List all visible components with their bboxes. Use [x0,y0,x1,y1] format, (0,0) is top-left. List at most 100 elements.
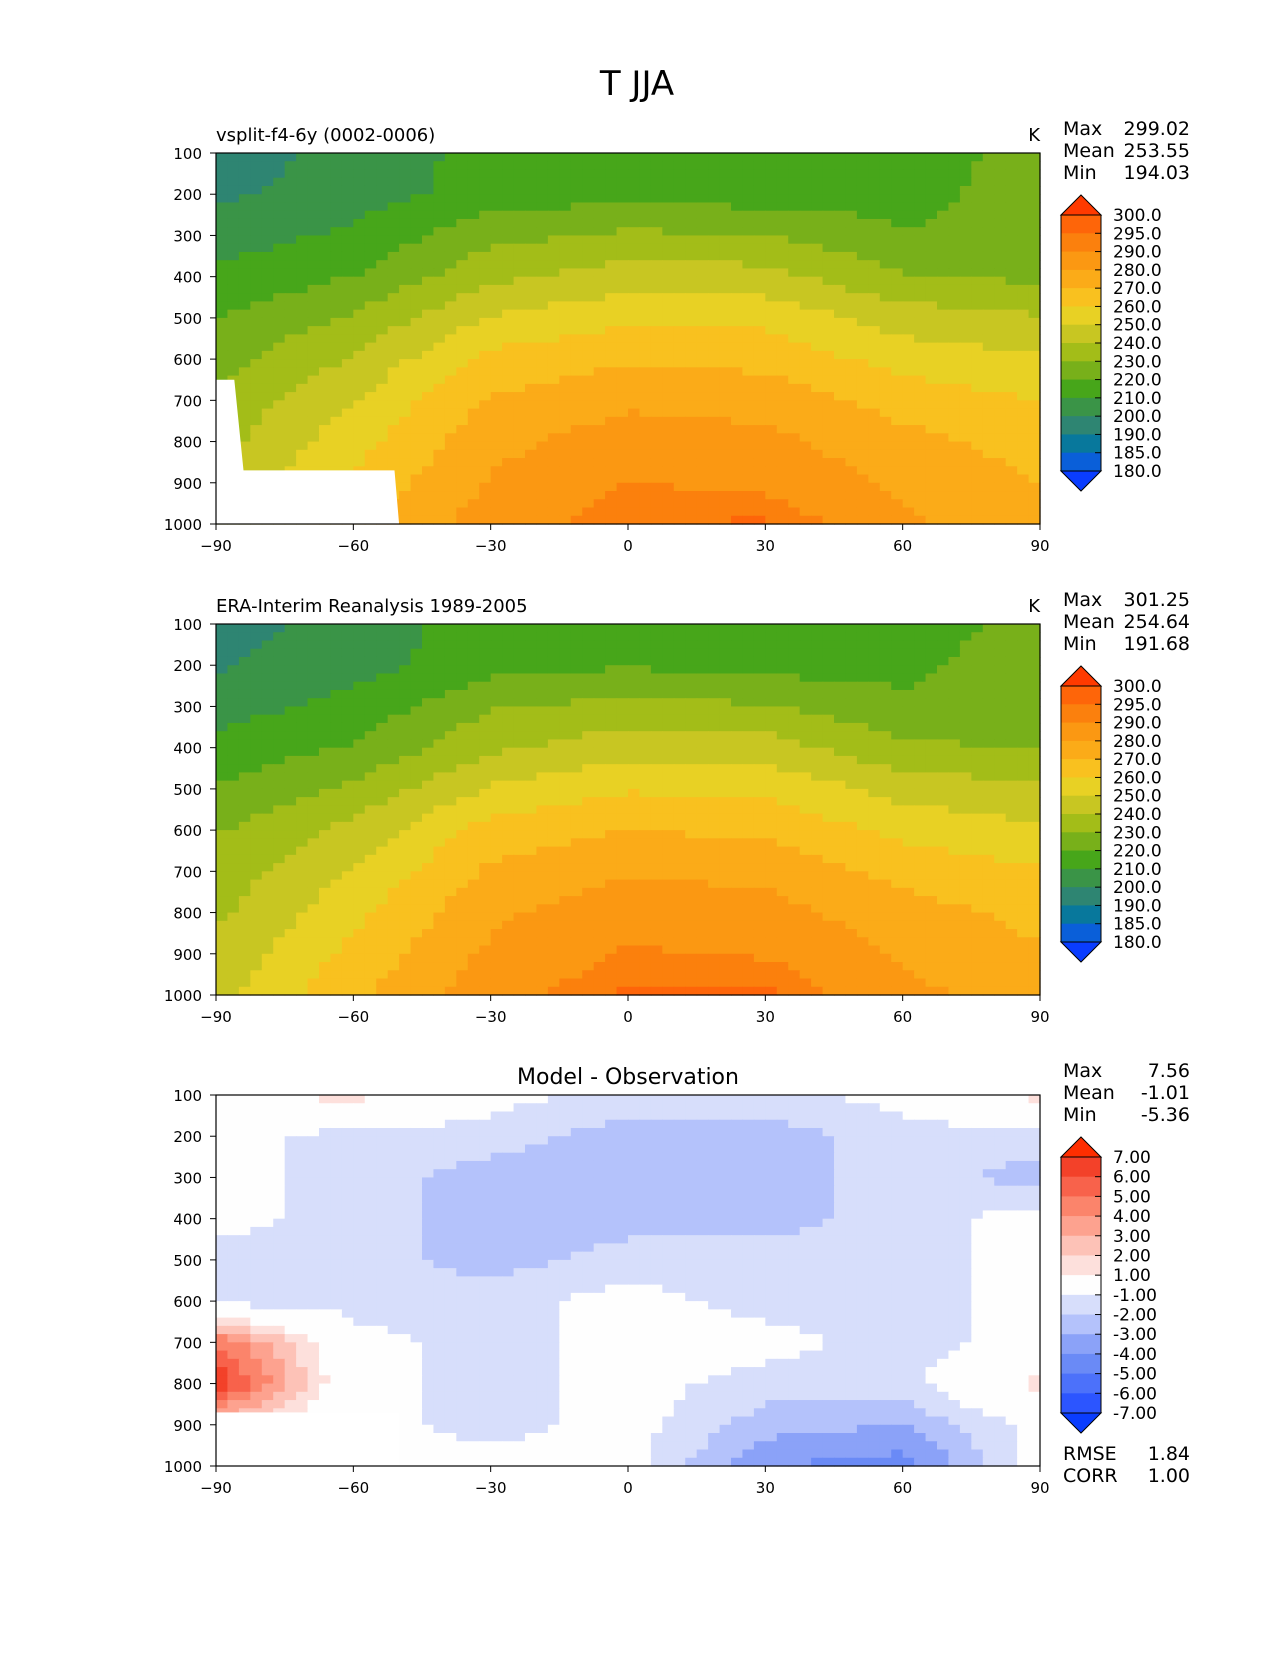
heatmap-cell [422,665,434,674]
heatmap-cell [742,772,754,781]
heatmap-cell [388,417,400,426]
heatmap-cell [411,649,423,658]
heatmap-cell [777,169,789,178]
heatmap-cell [456,219,468,228]
heatmap-cell [250,731,262,740]
heatmap-cell [491,417,503,426]
heatmap-cell [708,285,720,294]
heatmap-cell [239,632,251,641]
heatmap-cell [880,499,892,508]
heatmap-cell [777,384,789,393]
heatmap-cell [422,425,434,434]
heatmap-cell [960,458,972,467]
y-tick-label: 500 [173,310,202,328]
heatmap-cell [353,665,365,674]
heatmap-cell [811,731,823,740]
heatmap-cell [937,169,949,178]
heatmap-cell [926,682,938,691]
heatmap-cell [582,178,594,187]
heatmap-cell [708,458,720,467]
heatmap-cell [937,433,949,442]
heatmap-cell [342,781,354,790]
heatmap-cell [353,227,365,236]
heatmap-cell [742,690,754,699]
heatmap-cell [662,739,674,748]
heatmap-cell [456,466,468,475]
heatmap-cell [880,665,892,674]
heatmap-cell [262,153,274,162]
heatmap-cell [754,260,766,269]
heatmap-cell [971,376,983,385]
heatmap-cell [765,458,777,467]
heatmap-cell [548,433,560,442]
heatmap-cell [308,450,320,459]
heatmap-cell [960,318,972,327]
heatmap-cell [514,673,526,682]
heatmap-cell [605,400,617,409]
heatmap-cell [582,392,594,401]
heatmap-cell [502,466,514,475]
heatmap-cell [239,789,251,798]
heatmap-cell [491,334,503,343]
units-label: K [1028,125,1041,146]
heatmap-cell [582,475,594,484]
heatmap-cell [422,351,434,360]
heatmap-cell [514,235,526,244]
heatmap-cell [903,789,915,798]
heatmap-cell [742,764,754,773]
heatmap-cell [948,326,960,335]
heatmap-cell [239,153,251,162]
heatmap-cell [308,293,320,302]
heatmap-cell [651,277,663,286]
heatmap-cell [605,682,617,691]
heatmap-cell [697,475,709,484]
heatmap-cell [742,624,754,633]
heatmap-cell [594,285,606,294]
heatmap-cell [525,153,537,162]
heatmap-cell [582,624,594,633]
heatmap-cell [605,624,617,633]
heatmap-cell [720,516,732,525]
heatmap-cell [1017,277,1029,286]
heatmap-cell [273,194,285,203]
heatmap-cell [239,409,251,418]
heatmap-cell [742,367,754,376]
heatmap-cell [273,657,285,666]
heatmap-cell [411,739,423,748]
heatmap-cell [491,748,503,757]
heatmap-cell [445,310,457,319]
heatmap-cell [868,211,880,220]
heatmap-cell [708,516,720,525]
heatmap-cell [662,491,674,500]
heatmap-cell [559,268,571,277]
heatmap-cell [422,211,434,220]
heatmap-cell [765,367,777,376]
heatmap-cell [273,351,285,360]
heatmap-cell [720,508,732,517]
heatmap-cell [845,202,857,211]
heatmap-cell [536,178,548,187]
heatmap-cell [880,797,892,806]
heatmap-cell [754,194,766,203]
heatmap-cell [617,351,629,360]
heatmap-cell [250,235,262,244]
heatmap-cell [479,475,491,484]
heatmap-cell [456,739,468,748]
heatmap-cell [468,491,480,500]
heatmap-cell [868,235,880,244]
heatmap-cell [296,632,308,641]
heatmap-cell [353,343,365,352]
heatmap-cell [685,326,697,335]
heatmap-cell [788,706,800,715]
heatmap-cell [216,293,228,302]
heatmap-cell [891,277,903,286]
heatmap-cell [891,260,903,269]
heatmap-cell [971,384,983,393]
heatmap-cell [399,202,411,211]
heatmap-cell [914,376,926,385]
heatmap-cell [971,277,983,286]
heatmap-cell [857,178,869,187]
heatmap-cell [502,442,514,451]
heatmap-cell [605,161,617,170]
heatmap-cell [1029,657,1041,666]
